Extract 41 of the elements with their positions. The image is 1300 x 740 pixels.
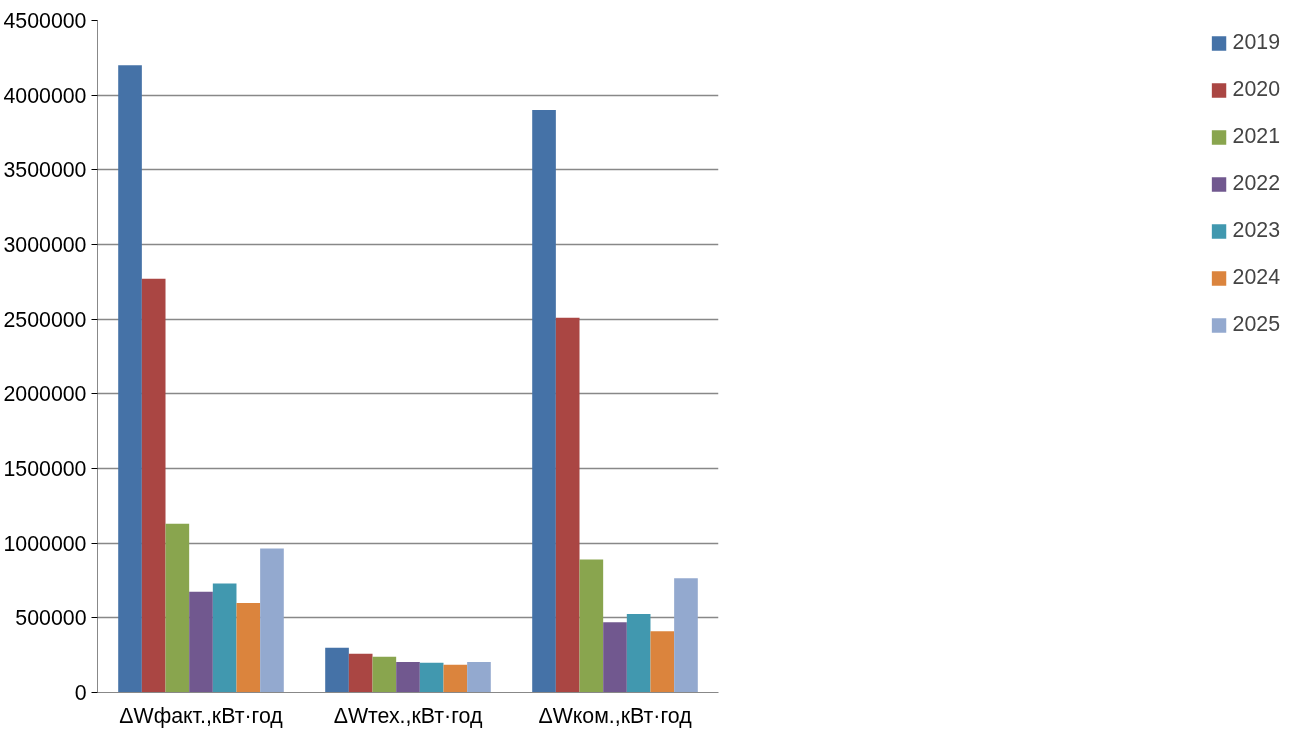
y-tick-label: 3000000 (3, 233, 87, 257)
y-tick-label: 4000000 (3, 83, 87, 108)
legend-label: 2021 (1232, 124, 1280, 149)
y-tick-label: 1500000 (3, 457, 87, 481)
bar (348, 653, 373, 693)
bar (443, 664, 468, 693)
legend-label: 2024 (1232, 265, 1280, 290)
y-tick-label: 2500000 (3, 307, 87, 332)
bar (260, 548, 284, 693)
bar (118, 65, 142, 693)
y-tick-label: 4500000 (3, 9, 87, 33)
bar (555, 317, 580, 693)
x-tick-label: ΔWком.,кВт·год (538, 703, 693, 728)
bar (626, 614, 651, 693)
bar (212, 583, 237, 693)
y-tick-label: 2000000 (3, 382, 87, 407)
y-tick-label: 1000000 (3, 531, 87, 556)
bar (189, 591, 213, 693)
bar (579, 559, 604, 693)
bar (674, 578, 698, 693)
bar (325, 647, 349, 693)
x-tick-label: ΔWфакт.,кВт·год (119, 703, 284, 728)
x-tick-label: ΔWтех.,кВт·год (333, 703, 483, 728)
bar (236, 602, 261, 693)
bar (603, 622, 627, 693)
y-tick-label: 3500000 (3, 158, 87, 183)
bar (396, 661, 420, 693)
bar (532, 110, 556, 693)
bar (650, 631, 675, 693)
y-tick-label: 0 (74, 681, 87, 705)
legend-label: 2022 (1232, 171, 1280, 196)
legend-label: 2019 (1232, 30, 1280, 55)
bar (467, 661, 491, 693)
bar (372, 656, 397, 693)
legend-label: 2020 (1232, 77, 1280, 102)
legend-label: 2025 (1232, 312, 1280, 337)
bar (165, 523, 190, 693)
legend-label: 2023 (1232, 218, 1280, 243)
y-tick-label: 500000 (15, 606, 87, 631)
bar (419, 662, 444, 693)
bar (141, 278, 166, 693)
